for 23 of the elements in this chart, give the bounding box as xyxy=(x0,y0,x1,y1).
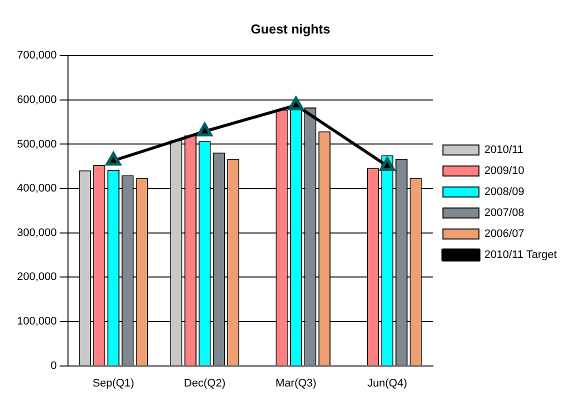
legend-label: 2006/07 xyxy=(484,228,524,240)
legend-label: 2010/11 Target xyxy=(484,249,557,262)
y-tick-label: 200,000 xyxy=(16,271,57,284)
y-tick-label: 100,000 xyxy=(16,316,57,328)
legend-label: 2008/09 xyxy=(484,186,524,198)
point xyxy=(288,96,304,110)
point xyxy=(197,122,212,136)
x-tick-label: Sep(Q1) xyxy=(92,377,134,390)
y-tick-label: 700,000 xyxy=(16,50,57,62)
legend-label: 2007/08 xyxy=(484,207,524,220)
x-tick-label: Jun(Q4) xyxy=(367,377,408,390)
legend-label: 2010/11 xyxy=(484,144,524,156)
y-tick-label: 400,000 xyxy=(16,182,57,195)
y-tick-label: 500,000 xyxy=(16,138,57,150)
point xyxy=(106,152,121,166)
y-tick-label: 600,000 xyxy=(16,94,57,106)
legend-label: 2009/10 xyxy=(484,165,524,178)
y-tick-label: 300,000 xyxy=(16,226,57,239)
y-tick-label: 0 xyxy=(50,360,57,372)
chart-title: Guest nights xyxy=(250,21,330,36)
point xyxy=(380,157,395,171)
x-tick-label: Mar(Q3) xyxy=(276,377,316,390)
x-tick-label: Dec(Q2) xyxy=(184,377,226,390)
